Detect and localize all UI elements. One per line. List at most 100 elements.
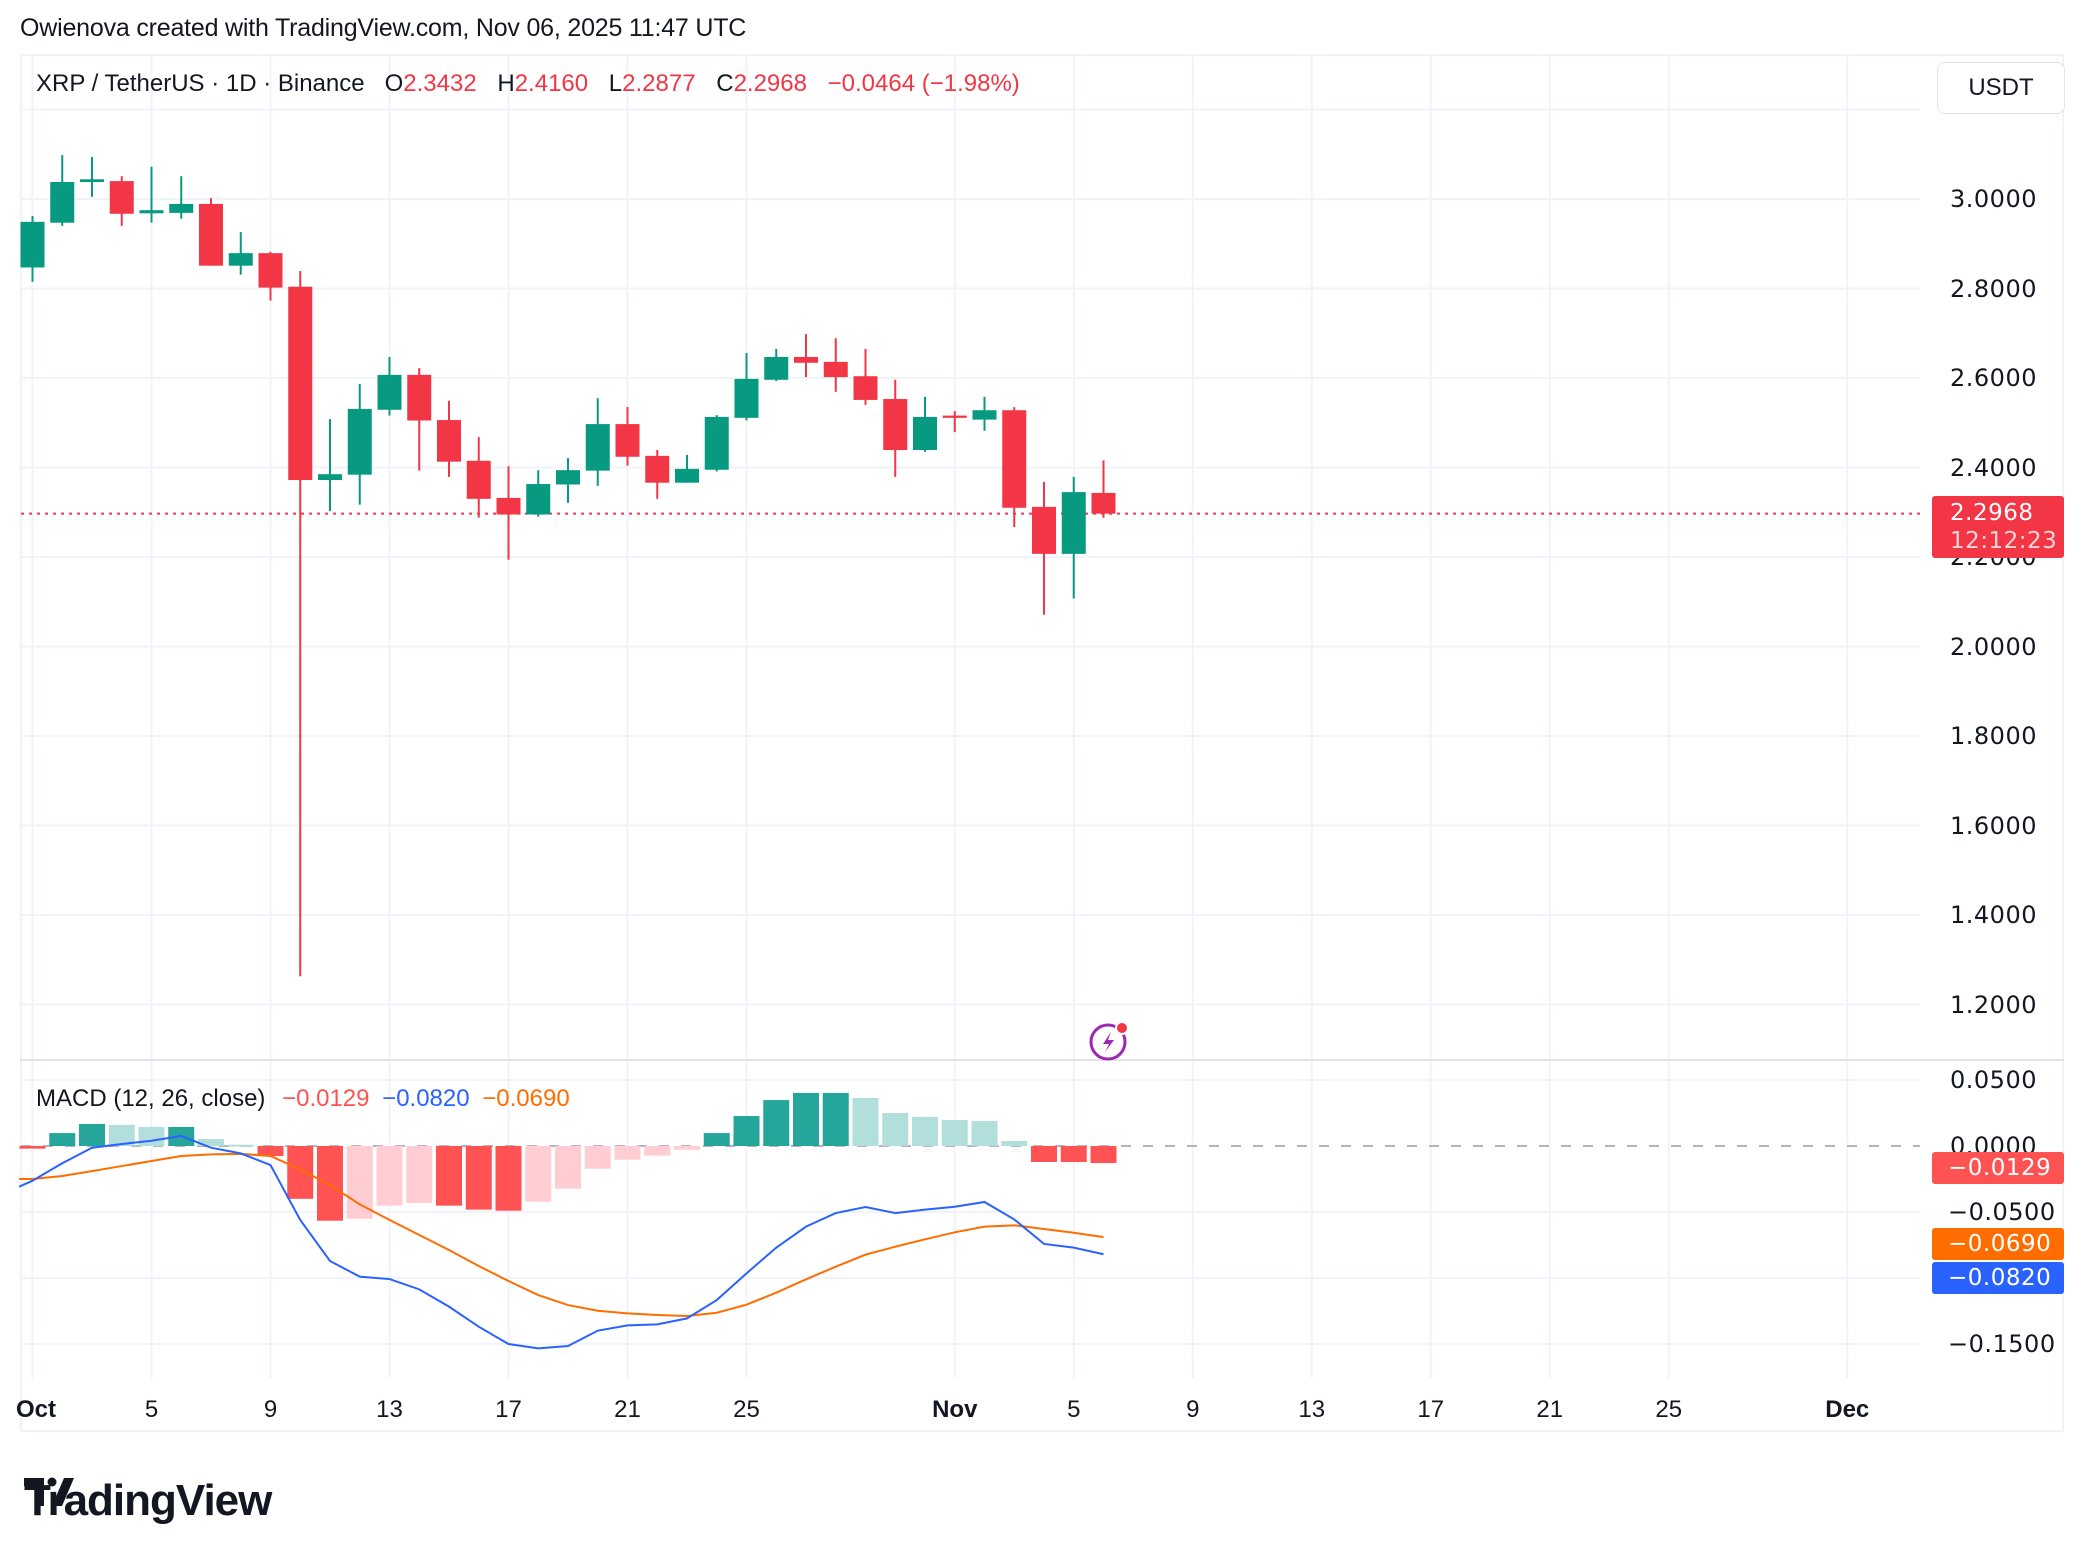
macd-title[interactable]: MACD (12, 26, close): [36, 1085, 266, 1112]
candle[interactable]: [942, 411, 967, 433]
candle[interactable]: [853, 348, 878, 405]
lightning-icon[interactable]: [1086, 1016, 1134, 1064]
macd-histogram-bar: [584, 1146, 611, 1169]
time-axis-label: 13: [376, 1396, 403, 1423]
macd-legend: MACD (12, 26, close) −0.0129 −0.0820 −0.…: [36, 1085, 584, 1113]
macd-histogram-bar: [465, 1146, 492, 1210]
price-axis-label: 2.6000: [1950, 364, 2037, 392]
macd-histogram-bar: [257, 1146, 284, 1157]
candle[interactable]: [347, 383, 372, 505]
change-value: −0.0464 (−1.98%): [827, 70, 1020, 97]
candle[interactable]: [764, 348, 789, 382]
candle[interactable]: [466, 437, 491, 518]
macd-histogram-bar: [674, 1146, 700, 1150]
macd-histogram-bar: [376, 1146, 403, 1206]
open-value: 2.3432: [403, 70, 477, 97]
candle[interactable]: [228, 232, 253, 275]
candle[interactable]: [1091, 460, 1116, 518]
macd-signal-value: −0.0690: [482, 1085, 570, 1112]
macd-histogram-bar: [912, 1116, 938, 1146]
candle[interactable]: [1061, 476, 1086, 599]
last-price-tag: 2.2968 12:12:23: [1932, 496, 2064, 558]
macd-axis-label: 0.0500: [1950, 1066, 2037, 1094]
macd-histogram-bar: [227, 1144, 254, 1147]
macd-histogram-bar: [644, 1146, 671, 1156]
candle[interactable]: [556, 458, 580, 503]
macd-histogram-bar: [971, 1120, 998, 1146]
time-axis-label: 17: [1417, 1396, 1445, 1423]
close-value: 2.2968: [733, 70, 807, 97]
low-value: 2.2877: [622, 70, 696, 97]
macd-histogram-bar: [138, 1126, 165, 1146]
macd-histogram-bar: [733, 1116, 760, 1146]
candle[interactable]: [288, 271, 313, 977]
candle[interactable]: [823, 338, 848, 392]
candle[interactable]: [526, 470, 551, 517]
candle[interactable]: [913, 396, 937, 452]
candle[interactable]: [585, 398, 610, 486]
macd-histogram-bar: [436, 1146, 462, 1206]
macd-axis-label: −0.1500: [1948, 1330, 2056, 1358]
currency-button[interactable]: USDT: [1937, 62, 2065, 114]
candle[interactable]: [704, 415, 729, 472]
candle[interactable]: [258, 251, 283, 301]
macd-histogram-bar: [882, 1113, 909, 1146]
candle[interactable]: [80, 156, 104, 197]
macd-histogram-bar: [1060, 1146, 1087, 1162]
candle[interactable]: [318, 419, 342, 511]
macd-histogram-bar: [79, 1123, 105, 1146]
macd-histogram-bar: [1001, 1140, 1028, 1146]
candle[interactable]: [645, 450, 670, 499]
macd-line-value: −0.0820: [382, 1085, 470, 1112]
macd-line: [18, 1134, 1104, 1350]
macd-histogram-bar: [406, 1146, 433, 1204]
price-axis-label: 2.4000: [1950, 453, 2037, 482]
candle[interactable]: [437, 400, 461, 477]
close-label: C: [716, 70, 734, 97]
candle[interactable]: [734, 352, 759, 421]
price-axis-label: 3.0000: [1950, 185, 2037, 213]
macd-value-tag: −0.0129: [1932, 1152, 2064, 1184]
candle[interactable]: [1002, 407, 1027, 528]
candle[interactable]: [109, 176, 134, 226]
candle[interactable]: [883, 379, 908, 477]
candle[interactable]: [794, 334, 818, 378]
candle[interactable]: [675, 454, 699, 483]
macd-histogram-bar: [703, 1133, 730, 1146]
price-axis-label: 2.0000: [1950, 632, 2037, 661]
time-axis-label: 17: [495, 1396, 522, 1423]
macd-histogram-bar: [49, 1133, 76, 1146]
candle[interactable]: [377, 356, 402, 416]
macd-histogram-bar: [614, 1146, 641, 1160]
tradingview-logo[interactable]: TradingView: [24, 1476, 272, 1526]
macd-histogram-bar: [822, 1092, 849, 1146]
last-price-value: 2.2968: [1950, 500, 2034, 526]
time-axis-label: Nov: [932, 1396, 978, 1423]
high-label: H: [497, 70, 515, 97]
time-axis-label: 25: [733, 1396, 760, 1423]
candle[interactable]: [50, 155, 75, 226]
macd-histogram-bar: [852, 1097, 879, 1146]
chart-container[interactable]: [20, 54, 2064, 1432]
macd-histogram-bar: [495, 1146, 522, 1211]
candle[interactable]: [139, 166, 164, 223]
candle[interactable]: [169, 176, 194, 219]
symbol-title[interactable]: XRP / TetherUS · 1D · Binance: [36, 70, 365, 97]
candle[interactable]: [199, 198, 223, 266]
macd-histogram-bar: [941, 1119, 968, 1146]
macd-histogram-bar: [555, 1146, 581, 1189]
open-label: O: [384, 70, 404, 97]
candle[interactable]: [407, 368, 432, 471]
macd-histogram-bar: [287, 1146, 314, 1199]
time-axis-label: 21: [614, 1396, 641, 1423]
candle[interactable]: [615, 407, 640, 466]
candle[interactable]: [496, 466, 521, 560]
time-axis-label: 9: [1186, 1396, 1200, 1423]
time-axis-label: 25: [1655, 1396, 1683, 1423]
candle[interactable]: [20, 216, 45, 282]
time-axis-label: Oct: [15, 1396, 57, 1423]
candle[interactable]: [1032, 481, 1056, 615]
candle[interactable]: [972, 396, 997, 431]
time-axis-label: 13: [1298, 1396, 1326, 1423]
